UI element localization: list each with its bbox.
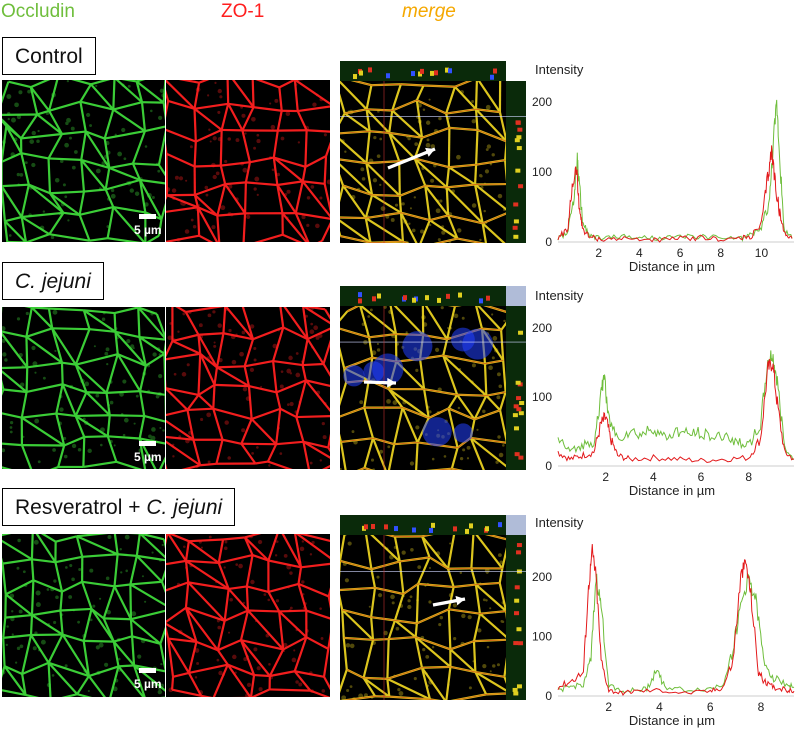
condition-italic-text: C. jejuni [15,270,91,293]
y-tick-label: 100 [532,629,552,643]
condition-italic-text: C. jejuni [146,496,222,519]
x-tick-label: 6 [707,700,714,714]
zo1-series-line [558,145,792,242]
condition-label: C. jejuni [2,262,104,300]
zo1-micrograph [166,307,330,469]
scale-bar-label: 5 µm [134,677,162,691]
intensity-profile-chart: Intensity 0 100 200 2 4 6 8 Distance in µm [530,513,800,734]
x-tick-label: 2 [602,470,609,484]
y-tick-label: 100 [532,390,552,404]
condition-text: Resveratrol + [15,496,146,519]
occludin-series-line [558,100,792,241]
intensity-profile-chart: Intensity 0 100 200 2 4 6 8 10 Distance in µm [530,60,800,280]
y-tick-label: 200 [532,95,552,109]
scale-bar-label: 5 µm [134,223,162,237]
x-tick-label: 8 [745,470,752,484]
x-tick-label: 4 [650,470,657,484]
x-tick-label: 2 [595,246,602,260]
merge-micrograph [340,61,526,243]
y-tick-label: 0 [545,235,552,249]
condition-label: Resveratrol + C. jejuni [2,488,235,526]
scale-bar-label: 5 µm [134,450,162,464]
x-tick-label: 2 [605,700,612,714]
scale-bar [139,668,156,673]
x-axis-label: Distance in µm [629,483,715,498]
y-axis-label: Intensity [535,515,584,530]
condition-text: Control [15,45,83,68]
x-tick-label: 8 [717,246,724,260]
zo1-channel-label: ZO-1 [221,1,264,23]
y-tick-label: 0 [545,459,552,473]
occludin-channel-label: Occludin [1,1,75,23]
y-tick-label: 200 [532,570,552,584]
merge-micrograph [340,515,526,700]
merge-channel-label: merge [402,1,456,23]
intensity-profile-chart: Intensity 0 100 200 2 4 6 8 Distance in µm [530,286,800,504]
y-tick-label: 0 [545,689,552,703]
x-tick-label: 4 [636,246,643,260]
merge-micrograph [340,286,526,470]
condition-label: Control [2,37,96,75]
x-tick-label: 8 [758,700,765,714]
zo1-micrograph [166,534,330,697]
x-axis-label: Distance in µm [629,259,715,274]
y-axis-label: Intensity [535,288,584,303]
zo1-series-line [558,359,794,463]
y-axis-label: Intensity [535,62,584,77]
zo1-micrograph [166,80,330,242]
y-tick-label: 100 [532,165,552,179]
scale-bar [139,214,156,219]
x-tick-label: 10 [755,246,769,260]
scale-bar [139,441,156,446]
x-tick-label: 4 [656,700,663,714]
y-tick-label: 200 [532,321,552,335]
x-tick-label: 6 [677,246,684,260]
x-axis-label: Distance in µm [629,713,715,728]
x-tick-label: 6 [698,470,705,484]
